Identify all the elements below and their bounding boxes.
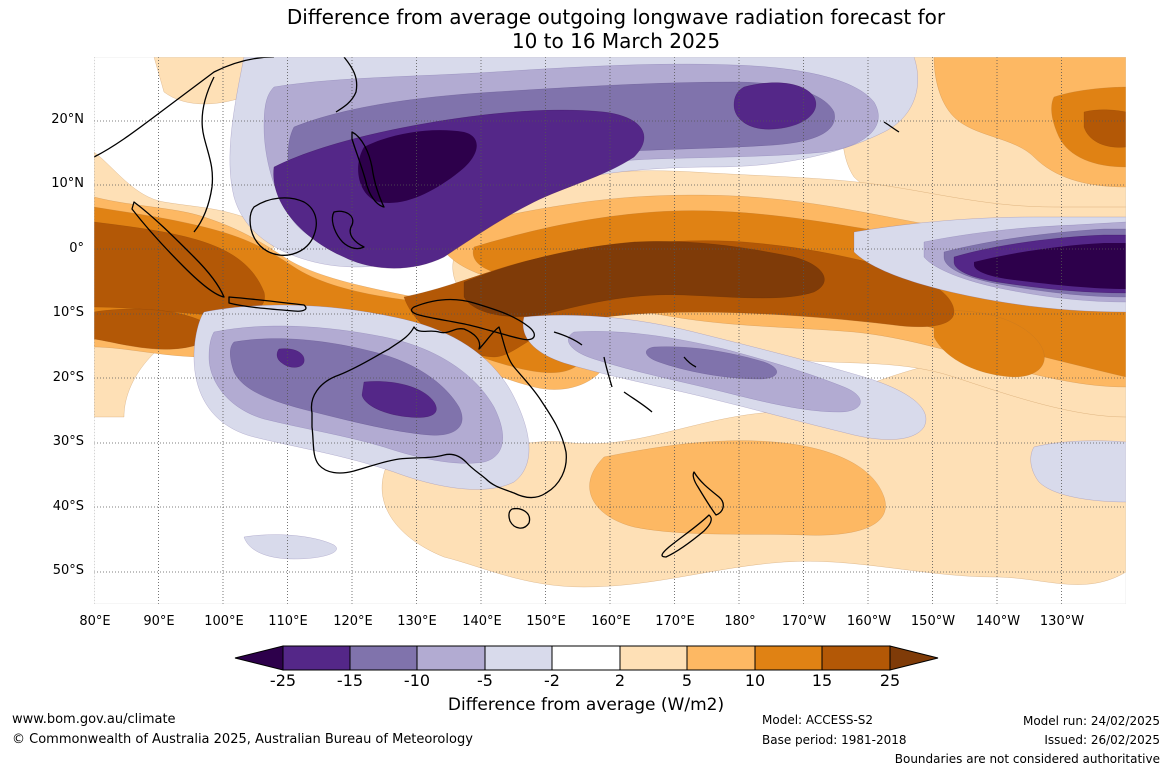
lat-label-10n: 10°N [51,176,84,191]
legend-swatch-10-15 [754,645,823,671]
legend-tick-neg25: -25 [269,671,297,690]
anomaly-10-south-east [589,440,886,536]
lon-label-130e: 130°E [397,614,437,629]
legend-tick-10: 10 [744,671,766,690]
coastline-new-caledonia [623,391,653,413]
coastline-nz-north [692,471,724,516]
coastline-japan [335,57,358,113]
legend-tick-neg15: -15 [336,671,364,690]
olr-anomaly-map [94,57,1126,604]
lat-label-30s: 30°S [52,434,84,449]
lon-label-80e: 80°E [79,614,111,629]
lon-label-100e: 100°E [204,614,244,629]
footer-issued: Issued: 26/02/2025 [1044,733,1160,747]
lat-label-20n: 20°N [51,112,84,127]
anomaly-gt25-equatorial [463,241,825,317]
coastline-fiji [683,356,697,368]
coastline-solomons [553,331,583,346]
lon-label-160w: 160°W [846,614,892,629]
legend-tick-25: 25 [879,671,901,690]
legend-tick-neg5: -5 [477,671,493,690]
coastline-sumatra [131,201,225,298]
legend-tick-2: 2 [614,671,626,690]
anomaly-15-south-east [933,310,1045,378]
lon-label-170e: 170°E [655,614,695,629]
footer-disclaimer: Boundaries are not considered authoritat… [894,752,1160,766]
legend-title: Difference from average (W/m2) [447,695,725,715]
anomaly-neg25-north-east [733,82,816,130]
footer-website-link[interactable]: www.bom.gov.au/climate [12,712,176,727]
footer-model-run: Model run: 24/02/2025 [1022,714,1160,728]
legend-swatch-15-25 [821,645,891,671]
legend-swatch-2-2 [551,645,621,671]
lon-label-180: 180° [724,614,756,629]
legend-colorbar [234,645,939,671]
lon-label-140w: 140°W [975,614,1021,629]
legend-swatch-10-5 [416,645,486,671]
anomaly-lt25-north [358,130,477,203]
lon-label-150w: 150°W [910,614,956,629]
coastline-mainland-asia [94,57,275,233]
anomaly-25-east-patch [1083,109,1126,148]
coastline-hawaii [883,121,900,133]
anomaly-neg5-south-patch [243,534,337,560]
lat-label-20s: 20°S [52,370,84,385]
lon-label-150e: 150°E [526,614,566,629]
legend-tick-neg10: -10 [403,671,431,690]
coastlines [94,57,900,558]
title-line-2: 10 to 16 March 2025 [511,29,721,53]
lon-label-140e: 140°E [462,614,502,629]
map-title: Difference from average outgoing longwav… [0,5,1173,53]
legend-swatch-5-10 [686,645,756,671]
lon-label-120e: 120°E [333,614,373,629]
coastline-nz-south [661,514,712,558]
lat-label-0: 0° [69,241,84,256]
legend-swatch-25-15 [282,645,351,671]
legend-swatch-2-5 [619,645,688,671]
lon-label-130w: 130°W [1039,614,1085,629]
footer-model: Model: ACCESS-S2 [762,713,874,727]
lon-label-170w: 170°W [781,614,827,629]
title-line-1: Difference from average outgoing longwav… [286,5,946,29]
coastline-java [228,296,307,312]
graticule [94,57,1126,604]
lat-label-50s: 50°S [52,563,84,578]
coastline-tasmania [508,507,531,529]
anomaly-neg5-southeast [1030,440,1126,503]
legend-swatch-lt-25 [234,645,284,671]
lon-label-110e: 110°E [268,614,308,629]
lat-label-40s: 40°S [52,499,84,514]
legend-swatch-15-10 [349,645,418,671]
legend-tick-neg2: -2 [544,671,560,690]
coastline-philippines [351,131,385,208]
anomaly-lt25-east [974,243,1126,289]
legend-tick-15: 15 [811,671,833,690]
coastline-sulawesi [331,210,365,250]
coastline-borneo [249,197,317,256]
negative-anomaly-fields [193,57,1126,560]
footer-copyright: © Commonwealth of Australia 2025, Austra… [12,732,473,747]
lon-label-90e: 90°E [143,614,175,629]
anomaly-neg25-west-aus [276,348,305,368]
anomaly-neg15-spcz [646,346,777,380]
coastline-new-guinea [410,298,535,341]
coastline-australia [310,326,567,499]
anomaly-neg25-australia [361,381,437,418]
lon-label-160e: 160°E [591,614,631,629]
legend-tick-5: 5 [681,671,693,690]
legend-swatch-5-2 [484,645,553,671]
coastline-vanuatu [603,356,613,388]
lat-label-10s: 10°S [52,305,84,320]
legend-swatch-gt-25 [889,645,939,671]
footer-base-period: Base period: 1981-2018 [762,733,907,747]
